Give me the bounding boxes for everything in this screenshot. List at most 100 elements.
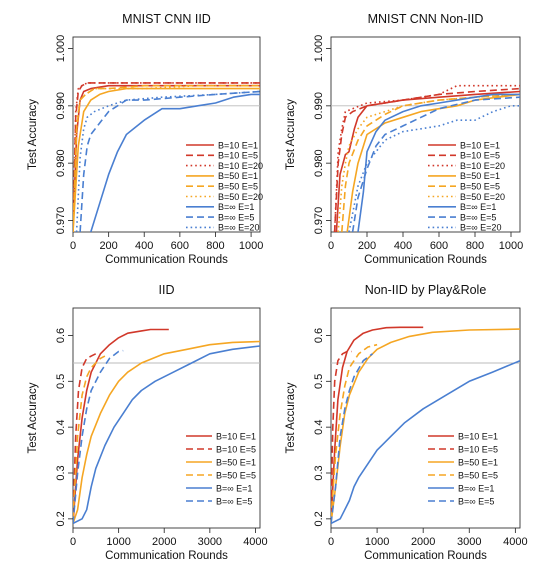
series-line-6	[73, 349, 124, 524]
series-line-1	[335, 90, 520, 232]
series-line-3	[331, 328, 520, 524]
series-line-4	[73, 87, 260, 232]
chart-panel-3: IID 0 1000 2000 3000 4000 Communication Rounds…	[27, 283, 268, 562]
y-axis-label: Test Accuracy	[285, 382, 297, 453]
y-tick-label: 1.000	[55, 35, 67, 63]
x-tick-label: 200	[99, 240, 117, 252]
y-tick-label: 0.5	[313, 374, 325, 389]
series-line-8	[79, 90, 260, 232]
x-tick-label: 1000	[499, 240, 523, 252]
x-tick-label: 0	[70, 536, 76, 548]
y-tick-label: 0.4	[55, 420, 67, 435]
legend-label-1: B=10 E=1	[218, 140, 258, 150]
plot-frame	[72, 307, 261, 529]
plot-frame	[330, 307, 521, 529]
x-tick-label: 1000	[365, 536, 389, 548]
chart-title: Non-IID by Play&Role	[365, 283, 487, 297]
x-tick-label: 3000	[457, 536, 481, 548]
x-tick-label: 1000	[239, 240, 263, 252]
x-tick-label: 4000	[503, 536, 527, 548]
legend-label-6: B=∞ E=5	[458, 496, 494, 506]
legend-label-5: B=50 E=5	[460, 182, 500, 192]
legend-label-2: B=10 E=5	[216, 444, 256, 454]
legend-label-6: B=50 E=20	[218, 192, 263, 202]
chart-panel-2: MNIST CNN Non-IID 0 200 400 600 800 1000 Commun…	[285, 12, 523, 266]
y-axis-label: Test Accuracy	[27, 99, 39, 170]
series-line-5	[73, 84, 260, 232]
y-tick-label: 0.970	[313, 207, 325, 235]
series-group	[73, 328, 260, 525]
x-axis-label: Communication Rounds	[105, 254, 228, 266]
y-axis-label: Test Accuracy	[27, 382, 39, 453]
series-line-5	[341, 93, 520, 232]
series-line-7	[90, 93, 260, 232]
legend-label-5: B=50 E=5	[218, 182, 258, 192]
x-tick-label: 200	[358, 240, 376, 252]
legend-label-2: B=10 E=5	[458, 444, 498, 454]
series-line-6	[337, 93, 520, 232]
legend-label-2: B=10 E=5	[460, 151, 500, 161]
series-line-5	[73, 345, 260, 525]
plot-frame	[72, 36, 261, 233]
legend-label-9: B=∞ E=20	[218, 223, 259, 233]
series-line-2	[331, 350, 352, 519]
y-tick-label: 0.6	[55, 328, 67, 343]
series-line-1	[331, 326, 424, 524]
chart-title: MNIST CNN Non-IID	[368, 12, 484, 26]
x-tick-label: 3000	[198, 536, 222, 548]
series-line-4	[73, 355, 106, 519]
x-tick-label: 0	[328, 536, 334, 548]
y-tick-label: 0.990	[313, 92, 325, 120]
series-line-4	[331, 343, 378, 519]
y-tick-label: 0.6	[313, 328, 325, 343]
y-tick-label: 0.3	[313, 465, 325, 480]
legend-label-5: B=∞ E=1	[458, 483, 494, 493]
legend-label-3: B=50 E=1	[216, 457, 256, 467]
x-tick-label: 4000	[243, 536, 267, 548]
legend-label-7: B=∞ E=1	[218, 202, 254, 212]
x-tick-label: 600	[430, 240, 448, 252]
legend-label-2: B=10 E=5	[218, 151, 258, 161]
x-tick-label: 0	[70, 240, 76, 252]
legend-label-6: B=∞ E=5	[216, 496, 252, 506]
legend-label-4: B=50 E=5	[216, 470, 256, 480]
x-tick-label: 2000	[411, 536, 435, 548]
x-axis-label: Communication Rounds	[105, 550, 228, 562]
x-tick-label: 600	[171, 240, 189, 252]
series-group	[333, 84, 520, 232]
x-tick-label: 1000	[106, 536, 130, 548]
y-tick-label: 0.5	[55, 374, 67, 389]
y-tick-label: 0.2	[55, 511, 67, 526]
series-line-8	[351, 96, 520, 232]
legend-label-8: B=∞ E=5	[218, 212, 254, 222]
legend-label-6: B=50 E=20	[460, 192, 505, 202]
chart-panel-4: Non-IID by Play&Role 0 1000 2000 3000 4000 Com…	[285, 283, 528, 562]
series-line-6	[331, 353, 373, 524]
y-tick-label: 0.2	[313, 511, 325, 526]
series-group	[331, 326, 520, 525]
y-axis-label: Test Accuracy	[285, 99, 297, 170]
series-line-5	[331, 359, 520, 525]
series-line-2	[73, 82, 260, 232]
chart-panel-1: MNIST CNN IID 0 200 400 600 800 1000 Communicat…	[27, 12, 263, 266]
legend-label-3: B=10 E=20	[218, 161, 263, 171]
y-tick-label: 0.970	[55, 207, 67, 235]
legend-label-4: B=50 E=1	[218, 171, 258, 181]
x-tick-label: 2000	[152, 536, 176, 548]
series-line-2	[333, 87, 520, 232]
legend-label-1: B=10 E=1	[216, 431, 256, 441]
x-axis-label: Communication Rounds	[364, 254, 487, 266]
y-tick-label: 0.980	[55, 149, 67, 177]
legend-label-7: B=∞ E=1	[460, 202, 496, 212]
series-line-4	[346, 93, 520, 232]
y-tick-label: 0.980	[313, 149, 325, 177]
x-tick-label: 400	[394, 240, 412, 252]
chart-title: MNIST CNN IID	[122, 12, 211, 26]
series-line-9	[75, 90, 260, 232]
series-group	[73, 82, 260, 232]
legend-label-1: B=10 E=1	[458, 431, 498, 441]
legend-label-4: B=50 E=1	[460, 171, 500, 181]
legend-label-3: B=50 E=1	[458, 457, 498, 467]
